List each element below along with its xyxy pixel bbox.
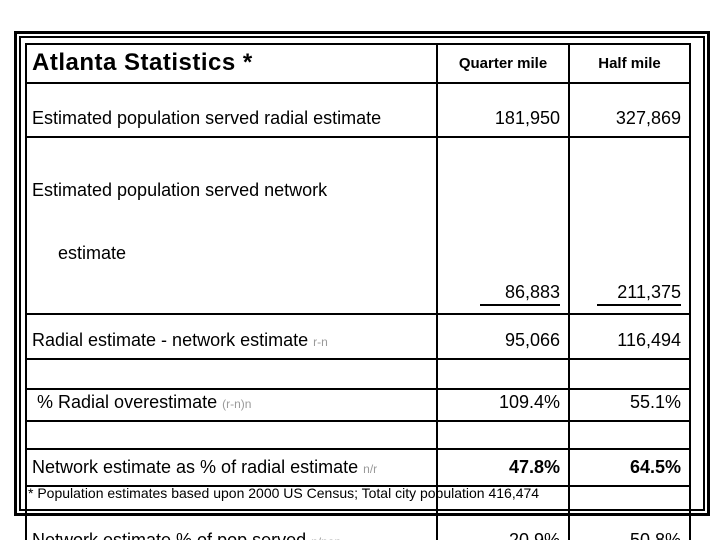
row-label-text: Network estimate as % of radial estimate	[32, 457, 359, 477]
empty-cell	[25, 358, 438, 390]
table-row-network-estimate: Estimated population served network esti…	[25, 136, 691, 315]
table-row-radial-minus-network: Radial estimate - network estimate r-n 95…	[25, 313, 691, 360]
row-label-text: Estimated population served radial estim…	[32, 108, 382, 128]
table-row-percent-radial-overestimate: % Radial overestimate (r-n)n 109.4% 55.1%	[25, 388, 691, 422]
value-quarter-mile: 181,950	[436, 82, 570, 138]
empty-cell	[25, 420, 438, 450]
row-label-line1: Estimated population served network	[32, 180, 328, 200]
empty-cell	[568, 358, 691, 390]
empty-cell	[436, 358, 570, 390]
row-label: Estimated population served radial estim…	[25, 82, 438, 138]
value-half-mile: 116,494	[568, 313, 691, 360]
value-quarter-mile: 20.9%	[436, 513, 570, 540]
slide-frame: Atlanta Statistics * Quarter mile Half m…	[14, 31, 710, 540]
value-quarter-mile: 86,883	[436, 136, 570, 315]
empty-cell	[568, 420, 691, 450]
empty-cell	[568, 485, 691, 515]
table-row-spacer	[25, 485, 691, 515]
row-label: Network estimate as % of radial estimate…	[25, 448, 438, 487]
empty-cell	[436, 485, 570, 515]
empty-cell	[436, 420, 570, 450]
value-quarter-mile: 95,066	[436, 313, 570, 360]
footnote: * Population estimates based upon 2000 U…	[28, 485, 540, 501]
row-label: Network estimate % of pop served n/pop	[25, 513, 438, 540]
row-annotation: n/pop	[311, 535, 341, 540]
row-annotation: n/r	[363, 462, 378, 476]
row-label-text: % Radial overestimate	[32, 392, 218, 412]
row-label-text: Radial estimate - network estimate	[32, 330, 309, 350]
table-row-spacer	[25, 420, 691, 450]
column-header-half-mile: Half mile	[568, 43, 691, 84]
slide-inner-border: Atlanta Statistics * Quarter mile Half m…	[19, 36, 705, 540]
value-half-mile: 55.1%	[568, 388, 691, 422]
row-annotation: r-n	[313, 335, 328, 349]
table-row-network-percent-pop-served: Network estimate % of pop served n/pop 20…	[25, 513, 691, 540]
row-label: Radial estimate - network estimate r-n	[25, 313, 438, 360]
row-label-text: Network estimate % of pop served	[32, 530, 307, 540]
table-row-network-percent-of-radial: Network estimate as % of radial estimate…	[25, 448, 691, 487]
table-row-radial-estimate: Estimated population served radial estim…	[25, 82, 691, 138]
table-row-spacer	[25, 358, 691, 390]
underlined-value: 86,883	[479, 282, 560, 306]
row-label-line2: estimate	[58, 243, 127, 263]
value-half-mile: 327,869	[568, 82, 691, 138]
value-half-mile: 211,375	[568, 136, 691, 315]
table-title: Atlanta Statistics *	[25, 43, 438, 84]
row-label: Estimated population served network esti…	[25, 136, 438, 315]
table-header-row: Atlanta Statistics * Quarter mile Half m…	[25, 43, 691, 84]
atlanta-statistics-table: Atlanta Statistics * Quarter mile Half m…	[25, 43, 691, 540]
value-half-mile: 64.5%	[568, 448, 691, 487]
value-half-mile: 50.8%	[568, 513, 691, 540]
underlined-value: 211,375	[597, 282, 681, 306]
column-header-quarter-mile: Quarter mile	[436, 43, 570, 84]
value-quarter-mile: 47.8%	[436, 448, 570, 487]
value-quarter-mile: 109.4%	[436, 388, 570, 422]
row-annotation: (r-n)n	[222, 397, 252, 411]
row-label: % Radial overestimate (r-n)n	[25, 388, 438, 422]
empty-cell	[25, 485, 438, 515]
